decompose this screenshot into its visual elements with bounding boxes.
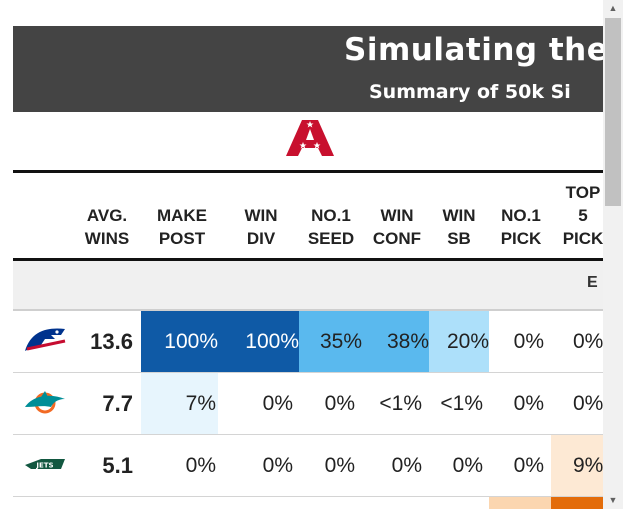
page-title: Simulating the bbox=[344, 32, 603, 68]
next-row-cell-top5-pick bbox=[551, 497, 603, 509]
table-row: 13.6 100% 100% 35% 38% 20% 0% 0% bbox=[13, 311, 603, 373]
header-no1-pick: NO.1 PICK bbox=[500, 206, 542, 248]
page-subtitle: Summary of 50k Si bbox=[369, 81, 571, 103]
header-win-sb: WIN SB bbox=[442, 206, 476, 248]
page-viewport: Simulating the Summary of 50k Si AVG. WIN… bbox=[13, 26, 603, 509]
cell-win-div: 100% bbox=[218, 311, 299, 372]
header-top5-pick: TOP 5 PICK bbox=[562, 183, 603, 248]
cell-win-sb: 20% bbox=[429, 311, 489, 372]
dolphins-logo-icon bbox=[25, 391, 65, 414]
cell-win-conf: 38% bbox=[362, 311, 429, 372]
scroll-down-arrow-icon[interactable]: ▼ bbox=[608, 495, 618, 505]
header-no1-seed: NO.1 SEED bbox=[307, 206, 355, 248]
division-label: E bbox=[587, 274, 598, 291]
cell-make-post: 7% bbox=[141, 373, 218, 434]
afc-logo-icon bbox=[286, 120, 334, 156]
cell-win-sb: 0% bbox=[452, 454, 483, 477]
cell-avg-wins: 7.7 bbox=[102, 391, 133, 416]
scrollbar-thumb[interactable] bbox=[605, 18, 621, 206]
division-bar: E bbox=[13, 261, 603, 311]
cell-top5-pick: 9% bbox=[551, 435, 603, 496]
cell-top5-pick: 0% bbox=[573, 392, 603, 415]
cell-no1-pick: 0% bbox=[513, 392, 544, 415]
header-win-div: WIN DIV bbox=[244, 206, 278, 248]
cell-win-conf: <1% bbox=[379, 392, 422, 415]
jets-logo-icon: JETS bbox=[25, 459, 65, 470]
cell-no1-seed: 0% bbox=[324, 454, 355, 477]
title-banner: Simulating the Summary of 50k Si bbox=[13, 26, 603, 112]
table-top-rule bbox=[13, 170, 603, 173]
svg-text:JETS: JETS bbox=[35, 462, 53, 470]
bills-logo-icon bbox=[25, 328, 66, 351]
table-row: JETS 5.1 0% 0% 0% 0% 0% 0% 9% bbox=[13, 435, 603, 497]
vertical-scrollbar[interactable]: ▲ ▼ bbox=[603, 0, 623, 509]
cell-no1-pick: 0% bbox=[513, 454, 544, 477]
cell-win-sb: <1% bbox=[440, 392, 483, 415]
table-row: 7.7 7% 0% 0% <1% <1% 0% 0% bbox=[13, 373, 603, 435]
cell-top5-pick: 0% bbox=[573, 330, 603, 353]
header-make-post: MAKE POST bbox=[156, 206, 208, 248]
cell-no1-pick: 0% bbox=[513, 330, 544, 353]
cell-make-post: 0% bbox=[185, 454, 216, 477]
cell-avg-wins: 5.1 bbox=[102, 453, 133, 478]
cell-win-div: 0% bbox=[262, 392, 293, 415]
cell-win-conf: 0% bbox=[391, 454, 422, 477]
scroll-up-arrow-icon[interactable]: ▲ bbox=[608, 3, 618, 13]
header-bottom-rule bbox=[13, 258, 603, 261]
next-row-cell-no1-pick bbox=[489, 497, 551, 509]
cell-avg-wins: 13.6 bbox=[90, 329, 133, 354]
cell-make-post: 100% bbox=[141, 311, 218, 372]
cell-no1-seed: 0% bbox=[324, 392, 355, 415]
cell-win-div: 0% bbox=[262, 454, 293, 477]
cell-no1-seed: 35% bbox=[299, 311, 362, 372]
header-win-conf: WIN CONF bbox=[372, 206, 422, 248]
header-avg-wins: AVG. WINS bbox=[84, 206, 130, 248]
